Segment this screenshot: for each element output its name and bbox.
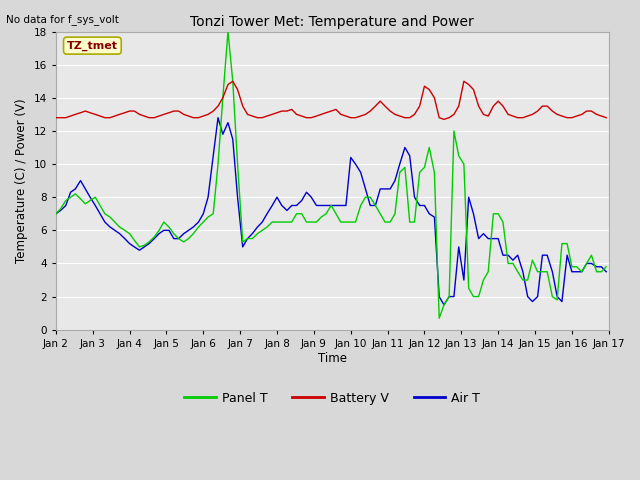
Legend: Panel T, Battery V, Air T: Panel T, Battery V, Air T bbox=[179, 387, 485, 409]
Title: Tonzi Tower Met: Temperature and Power: Tonzi Tower Met: Temperature and Power bbox=[191, 15, 474, 29]
X-axis label: Time: Time bbox=[318, 351, 347, 364]
Text: TZ_tmet: TZ_tmet bbox=[67, 40, 118, 51]
Text: No data for f_sys_volt: No data for f_sys_volt bbox=[6, 14, 119, 25]
Y-axis label: Temperature (C) / Power (V): Temperature (C) / Power (V) bbox=[15, 98, 28, 263]
